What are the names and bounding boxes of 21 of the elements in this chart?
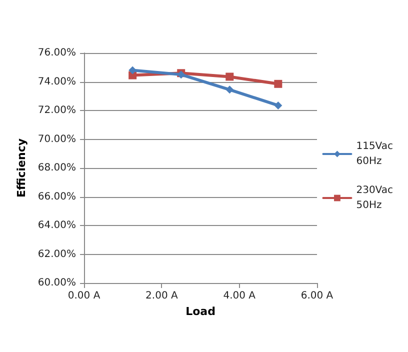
- y-tick-label: 60.00%: [38, 278, 76, 288]
- x-tick-label: 0.00 A: [68, 290, 100, 302]
- y-tick-label: 68.00%: [38, 162, 76, 174]
- legend-label: 230Vac 50Hz: [356, 185, 394, 211]
- point: [226, 86, 234, 94]
- y-axis-title: Efficiency: [15, 138, 28, 198]
- point: [274, 101, 282, 110]
- y-tick-label: 62.00%: [38, 248, 76, 260]
- y-tick-label: 74.00%: [38, 76, 76, 88]
- y-tick-label: 76.00%: [38, 48, 76, 58]
- point: [226, 72, 234, 81]
- x-tick-label: 2.00 A: [146, 290, 178, 302]
- x-axis-title: Load: [186, 304, 216, 318]
- legend-label: 115Vac 60Hz: [356, 141, 394, 167]
- y-tick-label: 66.00%: [38, 191, 76, 202]
- y-tick-label: 64.00%: [38, 220, 76, 231]
- point: [274, 80, 282, 88]
- y-tick-label: 72.00%: [38, 105, 76, 116]
- y-tick-label: 70.00%: [38, 134, 76, 145]
- x-tick-label: 4.00 A: [223, 290, 256, 302]
- x-tick-label: 6.00 A: [300, 290, 334, 302]
